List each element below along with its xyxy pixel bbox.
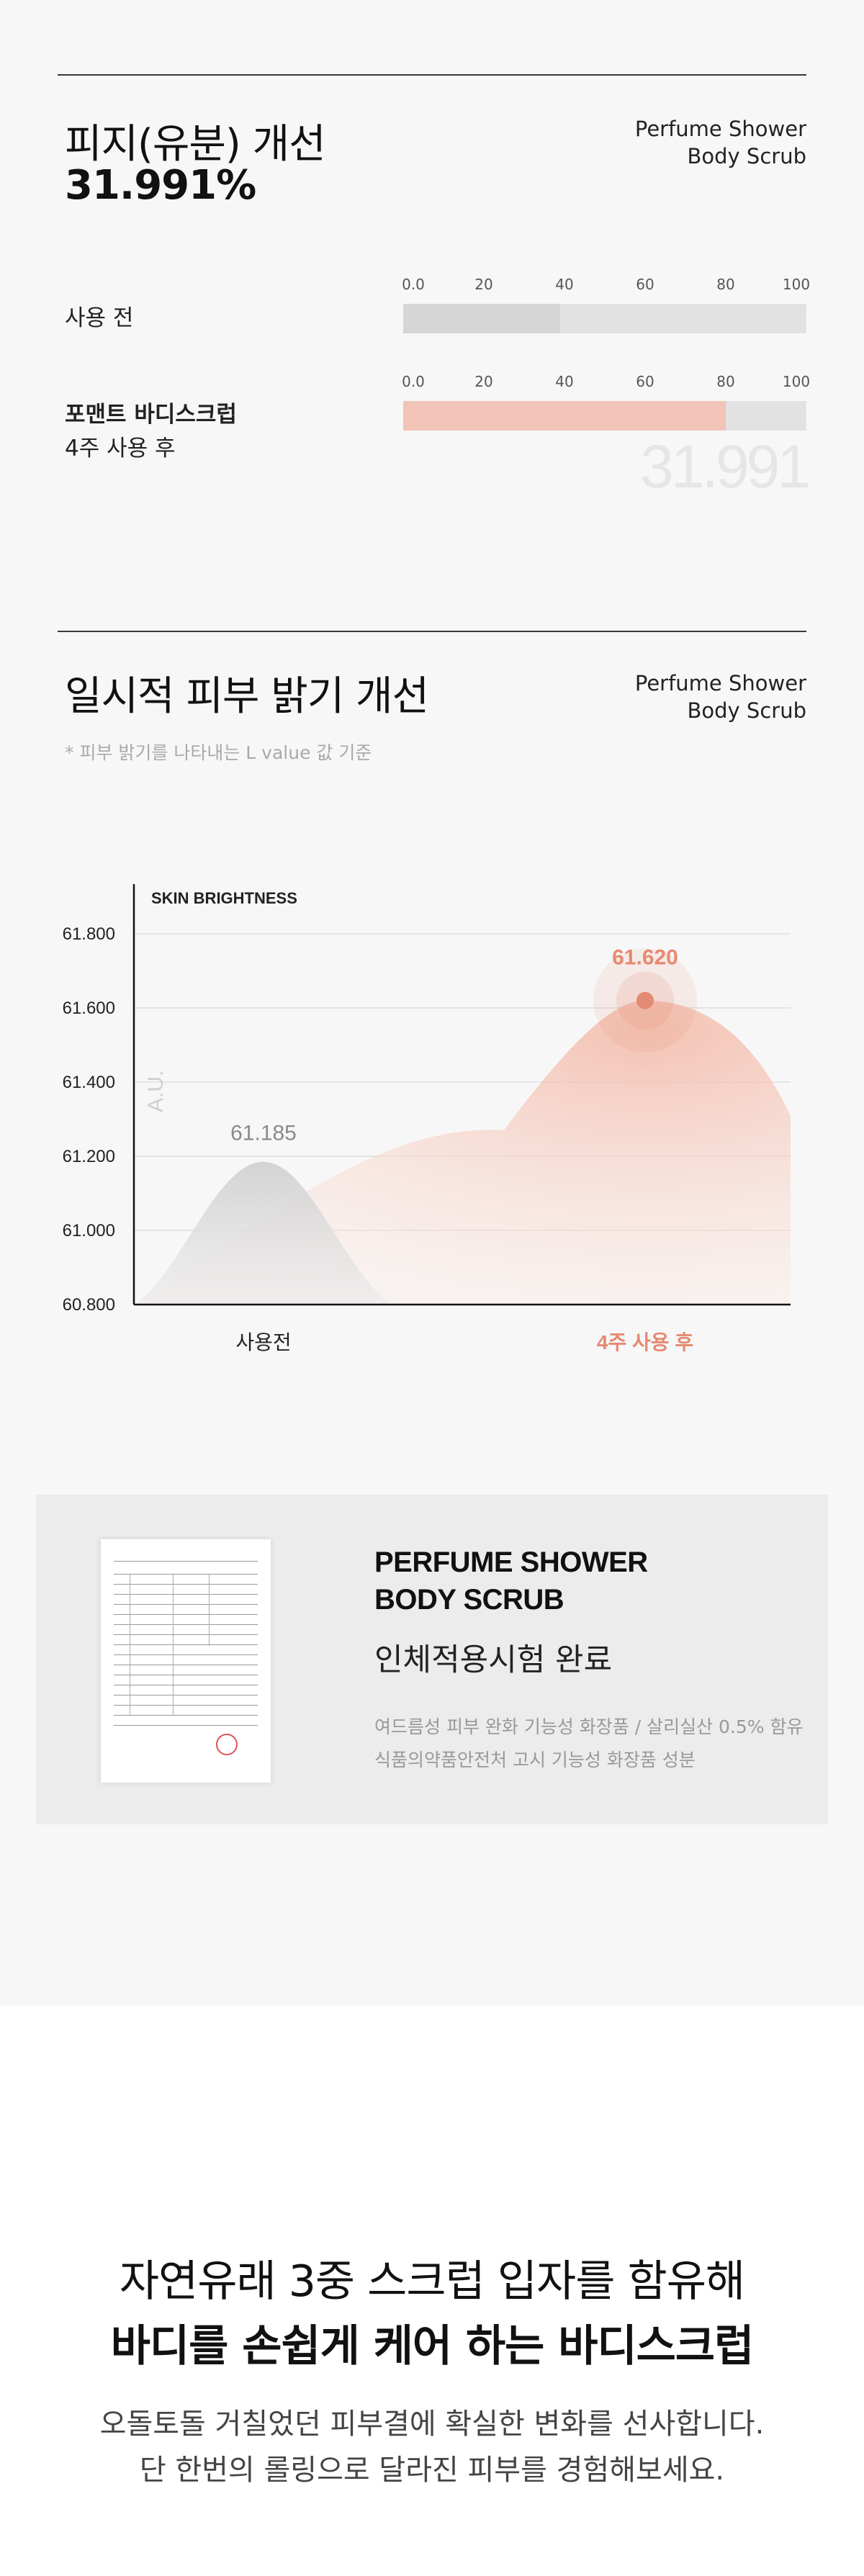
trial-certificate-image	[101, 1539, 271, 1783]
tick-label: 20	[474, 373, 493, 390]
closing-section	[0, 2006, 864, 2576]
y-tick-label: 61.000	[63, 1221, 115, 1240]
clinical-trial-card: PERFUME SHOWER BODY SCRUB 인체적용시험 완료 여드름성…	[36, 1495, 828, 1824]
after-bar-track	[403, 401, 806, 431]
value-label-before: 61.185	[230, 1122, 297, 1145]
tick-label: 80	[716, 276, 735, 293]
tick-label: 80	[716, 373, 735, 390]
brand-line-2: Body Scrub	[687, 144, 807, 168]
chart-ylabel: A.U.	[144, 1071, 168, 1112]
tick-label: 20	[474, 276, 493, 293]
before-label: 사용 전	[65, 305, 134, 331]
tick-label: 0.0	[402, 276, 425, 293]
brightness-brand: Perfume Shower Body Scrub	[635, 670, 806, 724]
before-bar-track	[403, 304, 806, 333]
product-label: 포맨트 바디스크럽	[65, 402, 237, 428]
trial-desc-line-1: 여드름성 피부 완화 기능성 화장품 / 살리실산 0.5% 함유	[374, 1716, 804, 1737]
sebum-brand: Perfume Shower Body Scrub	[635, 115, 806, 170]
section-divider	[58, 631, 806, 632]
tick-label: 60	[636, 373, 654, 390]
y-tick-label: 61.800	[63, 924, 115, 944]
trial-desc-line-2: 식품의약품안전처 고시 기능성 화장품 성분	[374, 1749, 696, 1770]
trial-completed: 인체적용시험 완료	[374, 1642, 613, 1678]
closing-subtext-2: 단 한번의 롤링으로 달라진 피부를 경험해보세요.	[139, 2454, 725, 2487]
value-label-after: 61.620	[612, 946, 678, 970]
chart-title: SKIN BRIGHTNESS	[151, 889, 297, 907]
sebum-percent: 31.991%	[65, 162, 256, 209]
trial-brand-line-1: PERFUME SHOWER	[374, 1546, 648, 1578]
y-tick-label: 61.600	[63, 999, 115, 1018]
trial-brand-line-2: BODY SCRUB	[374, 1584, 564, 1616]
brand-line-1: Perfume Shower	[634, 117, 806, 141]
sebum-title: 피지(유분) 개선	[65, 121, 326, 168]
ghost-value: 31.991	[640, 433, 811, 500]
y-tick-label: 61.400	[63, 1073, 115, 1092]
brightness-note: * 피부 밝기를 나타내는 L value 값 기준	[65, 742, 372, 763]
series-before-area	[134, 1161, 392, 1305]
before-axis-ticks: 0.0 20 40 60 80 100	[402, 276, 810, 294]
tick-label: 40	[555, 373, 574, 390]
tick-label: 60	[636, 276, 654, 293]
x-category-label: 4주 사용 후	[597, 1331, 693, 1354]
tick-label: 100	[782, 276, 811, 293]
after-label: 4주 사용 후	[65, 436, 176, 461]
brand-line-1: Perfume Shower	[634, 671, 806, 695]
closing-headline-1: 자연유래 3중 스크럽 입자를 함유해	[119, 2256, 745, 2307]
after-axis-ticks: 0.0 20 40 60 80 100	[402, 373, 810, 392]
trial-description: 여드름성 피부 완화 기능성 화장품 / 살리실산 0.5% 함유 식품의약품안…	[374, 1711, 804, 1777]
after-bar-fill	[403, 401, 726, 431]
tick-label: 40	[555, 276, 574, 293]
before-bar-fill	[403, 304, 561, 333]
y-tick-label: 61.200	[63, 1147, 115, 1166]
brightness-title: 일시적 피부 밝기 개선	[65, 673, 429, 720]
x-category-label: 사용전	[235, 1331, 291, 1354]
brightness-chart: 61.800 61.600 61.400 61.200 61.000 60.800 61.…	[63, 884, 791, 1354]
closing-subtext-1: 오돌토돌 거칠었던 피부결에 확실한 변화를 선사합니다.	[99, 2408, 765, 2441]
y-tick-label: 60.800	[63, 1295, 115, 1315]
trial-brand: PERFUME SHOWER BODY SCRUB	[374, 1544, 648, 1618]
tick-label: 100	[782, 373, 811, 390]
section-divider	[58, 74, 806, 76]
closing-headline-2: 바디를 손쉽게 케어 하는 바디스크럽	[110, 2321, 755, 2372]
data-point-after	[636, 991, 654, 1009]
tick-label: 0.0	[402, 373, 425, 390]
brand-line-2: Body Scrub	[687, 698, 807, 723]
